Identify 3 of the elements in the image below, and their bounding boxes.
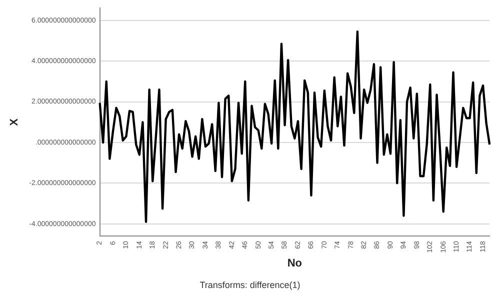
- text: Transforms: difference(1): [200, 280, 300, 290]
- y-axis-title: X: [8, 118, 21, 126]
- x-axis-title: No: [287, 257, 302, 270]
